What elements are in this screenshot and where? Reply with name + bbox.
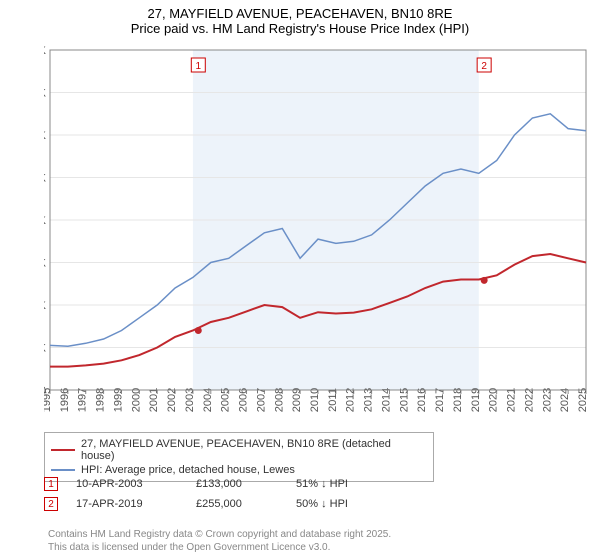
transaction-table: 1 10-APR-2003£133,00051% ↓ HPI 2 17-APR-201… [44,474,386,514]
svg-text:2021: 2021 [506,388,518,412]
svg-text:2015: 2015 [398,388,410,412]
row-marker: 2 [44,497,58,511]
row-price: £133,000 [196,478,296,490]
svg-text:2018: 2018 [452,388,464,412]
svg-text:£300K: £300K [44,258,47,270]
svg-text:1996: 1996 [59,388,71,412]
svg-text:2023: 2023 [541,388,553,412]
table-row: 1 10-APR-2003£133,00051% ↓ HPI [44,474,386,494]
page-title: 27, MAYFIELD AVENUE, PEACEHAVEN, BN10 8R… [0,6,600,21]
svg-text:2013: 2013 [363,388,375,412]
svg-text:1998: 1998 [95,388,107,412]
svg-text:1997: 1997 [77,388,89,412]
row-price: £255,000 [196,498,296,510]
row-hpi-pct: 50% ↓ HPI [296,498,386,510]
svg-text:2004: 2004 [202,388,214,412]
table-row: 2 17-APR-2019£255,00050% ↓ HPI [44,494,386,514]
row-date: 10-APR-2003 [76,478,196,490]
svg-text:2007: 2007 [255,388,267,412]
row-hpi-pct: 51% ↓ HPI [296,478,386,490]
legend-label: 27, MAYFIELD AVENUE, PEACEHAVEN, BN10 8R… [81,438,427,462]
svg-text:1: 1 [196,61,202,72]
svg-text:£200K: £200K [44,300,47,312]
svg-text:2010: 2010 [309,388,321,412]
svg-text:2017: 2017 [434,388,446,412]
svg-text:2016: 2016 [416,388,428,412]
attribution-footer: Contains HM Land Registry data © Crown c… [48,528,391,554]
svg-text:2011: 2011 [327,388,339,412]
svg-text:£100K: £100K [44,343,47,355]
svg-text:2024: 2024 [559,388,571,412]
svg-text:2009: 2009 [291,388,303,412]
legend-swatch [51,469,75,471]
row-marker: 1 [44,477,58,491]
svg-text:2019: 2019 [470,388,482,412]
svg-text:2002: 2002 [166,388,178,412]
row-date: 17-APR-2019 [76,498,196,510]
svg-text:2001: 2001 [148,388,160,412]
svg-text:1995: 1995 [44,388,53,412]
svg-text:2025: 2025 [577,388,589,412]
page-subtitle: Price paid vs. HM Land Registry's House … [0,21,600,36]
svg-text:£800K: £800K [44,45,47,57]
svg-text:2003: 2003 [184,388,196,412]
svg-text:£500K: £500K [44,173,47,185]
svg-text:2022: 2022 [523,388,535,412]
svg-text:2006: 2006 [238,388,250,412]
svg-text:2005: 2005 [220,388,232,412]
legend-item: 27, MAYFIELD AVENUE, PEACEHAVEN, BN10 8R… [51,437,427,463]
legend-swatch [51,449,75,451]
price-chart: £0£100K£200K£300K£400K£500K£600K£700K£80… [44,44,592,424]
svg-text:2014: 2014 [380,388,392,412]
svg-text:£700K: £700K [44,88,47,100]
svg-text:2020: 2020 [488,388,500,412]
svg-text:£600K: £600K [44,130,47,142]
svg-text:2008: 2008 [273,388,285,412]
svg-text:2: 2 [481,61,487,72]
svg-text:£400K: £400K [44,215,47,227]
svg-text:1999: 1999 [112,388,124,412]
footer-line: This data is licensed under the Open Gov… [48,541,391,554]
svg-text:2000: 2000 [130,388,142,412]
svg-text:2012: 2012 [345,388,357,412]
footer-line: Contains HM Land Registry data © Crown c… [48,528,391,541]
